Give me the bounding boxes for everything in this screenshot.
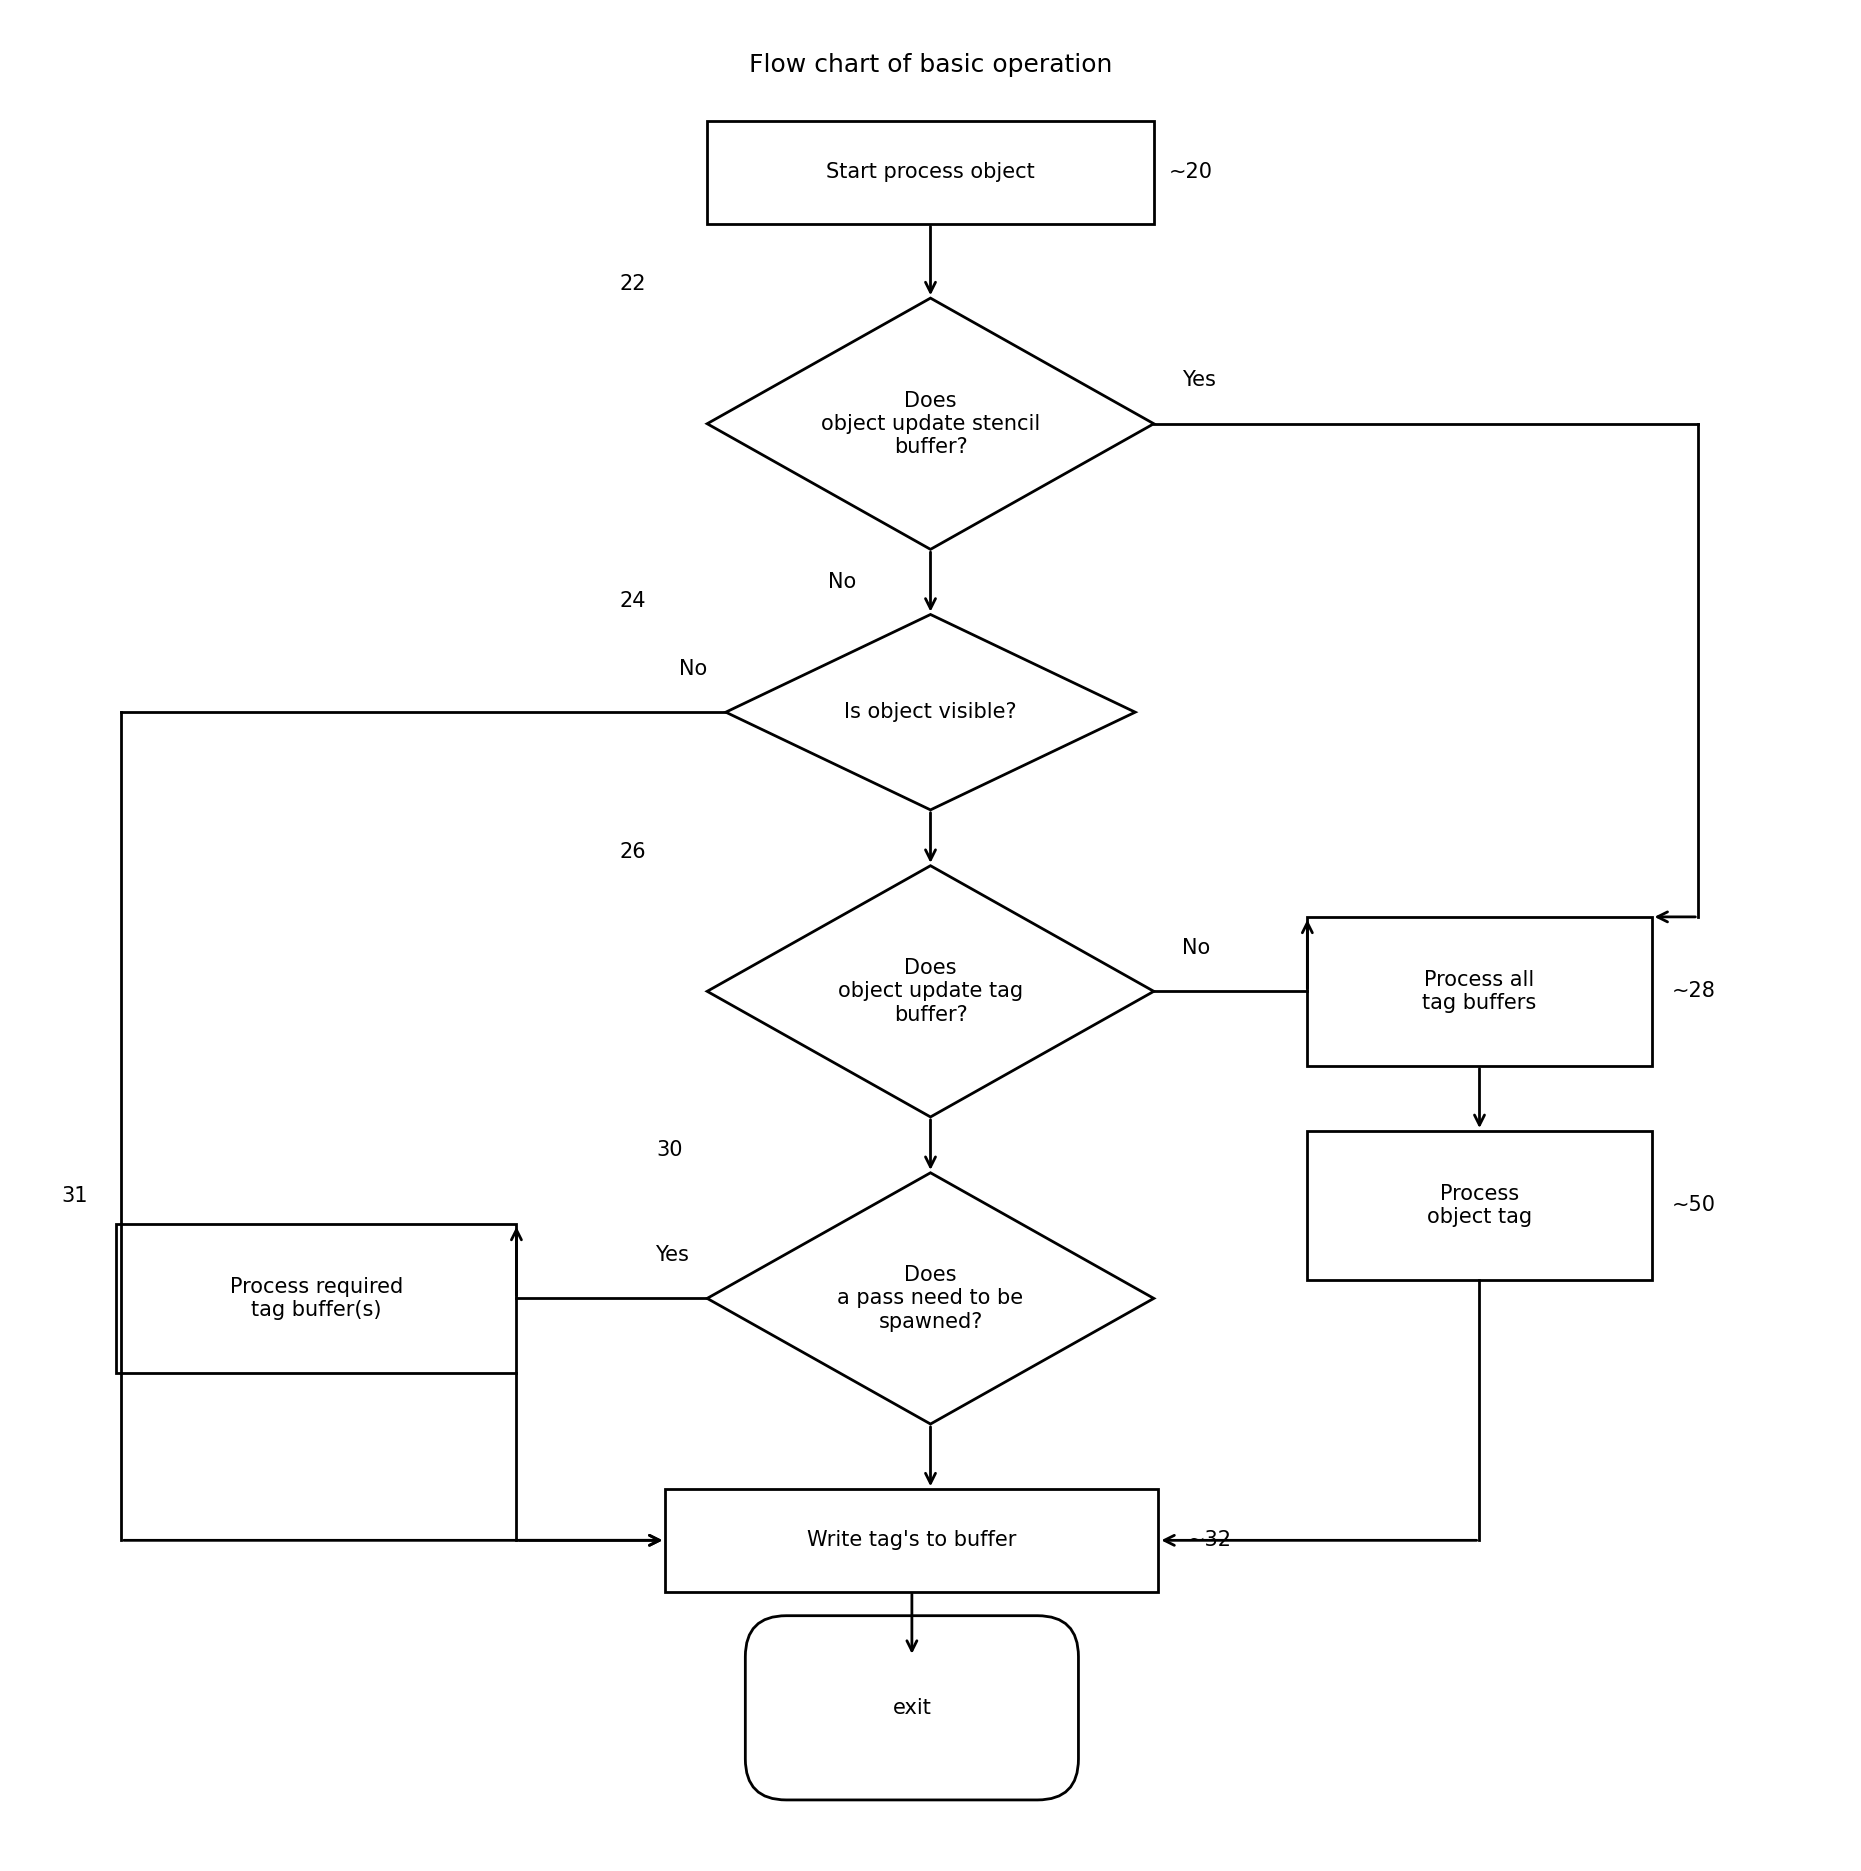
Text: Flow chart of basic operation: Flow chart of basic operation — [748, 52, 1113, 77]
Text: ~20: ~20 — [1169, 163, 1213, 183]
FancyBboxPatch shape — [117, 1224, 517, 1373]
Text: Process
object tag: Process object tag — [1427, 1184, 1532, 1227]
Text: No: No — [1182, 937, 1210, 958]
Text: No: No — [828, 573, 856, 591]
Text: ~28: ~28 — [1671, 980, 1716, 1001]
Text: 30: 30 — [657, 1139, 683, 1160]
Text: 22: 22 — [620, 275, 646, 294]
FancyBboxPatch shape — [707, 122, 1154, 225]
Text: Process required
tag buffer(s): Process required tag buffer(s) — [229, 1276, 404, 1321]
FancyBboxPatch shape — [1306, 917, 1653, 1066]
Text: Start process object: Start process object — [826, 163, 1035, 183]
Text: Is object visible?: Is object visible? — [845, 702, 1016, 722]
FancyBboxPatch shape — [744, 1617, 1078, 1800]
Polygon shape — [726, 614, 1135, 810]
Polygon shape — [707, 297, 1154, 550]
Text: ~50: ~50 — [1671, 1196, 1716, 1216]
Text: 31: 31 — [61, 1186, 87, 1207]
Text: Yes: Yes — [655, 1244, 689, 1265]
Text: 26: 26 — [620, 842, 646, 863]
Text: Yes: Yes — [1182, 370, 1215, 391]
Polygon shape — [707, 1173, 1154, 1424]
Text: Does
object update stencil
buffer?: Does object update stencil buffer? — [821, 391, 1040, 457]
Text: Does
object update tag
buffer?: Does object update tag buffer? — [837, 958, 1024, 1025]
Text: ~32: ~32 — [1187, 1530, 1232, 1551]
FancyBboxPatch shape — [1306, 1130, 1653, 1280]
Text: Does
a pass need to be
spawned?: Does a pass need to be spawned? — [837, 1265, 1024, 1332]
Polygon shape — [707, 866, 1154, 1117]
Text: Process all
tag buffers: Process all tag buffers — [1422, 969, 1537, 1012]
Text: exit: exit — [893, 1697, 930, 1718]
FancyBboxPatch shape — [666, 1489, 1158, 1592]
Text: 24: 24 — [620, 591, 646, 610]
Text: Write tag's to buffer: Write tag's to buffer — [808, 1530, 1016, 1551]
Text: No: No — [679, 659, 707, 679]
